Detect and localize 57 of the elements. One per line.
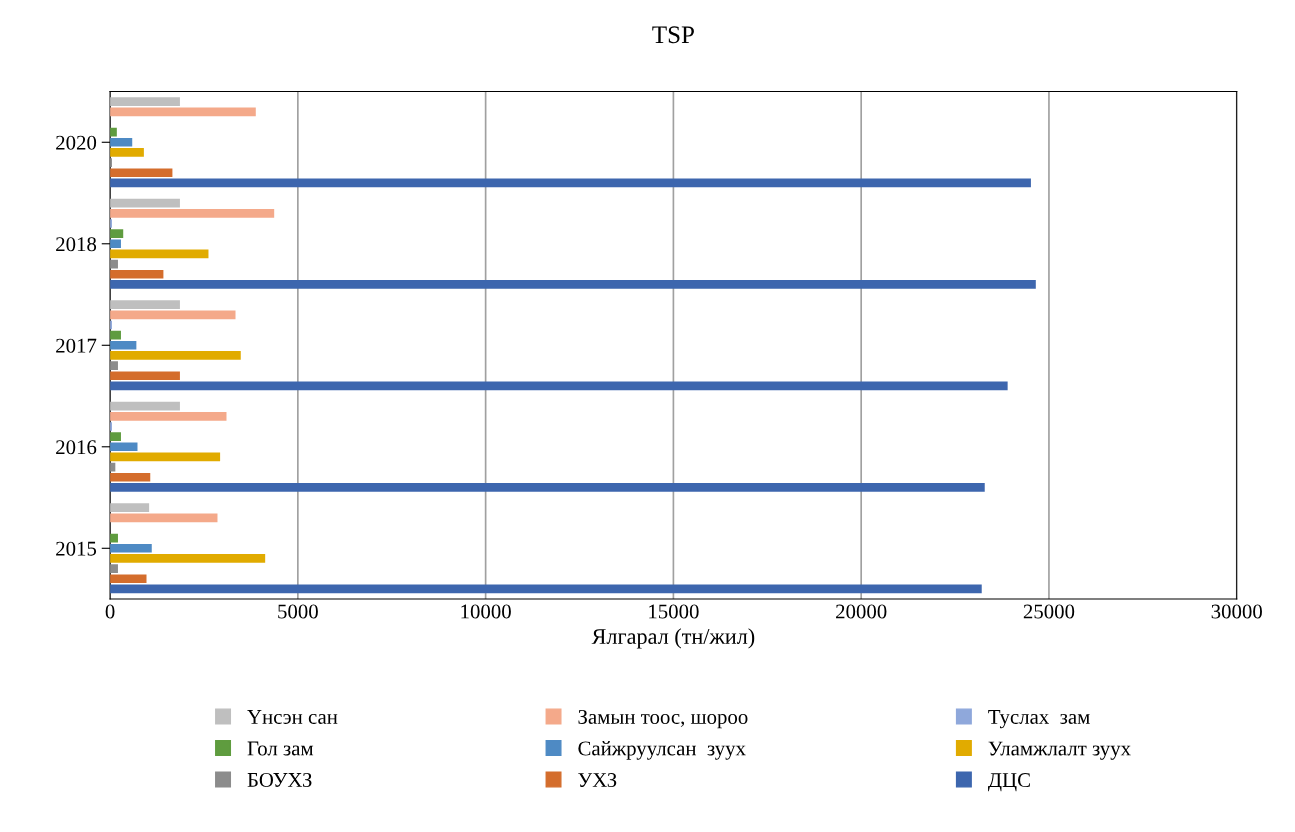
bar [110,148,144,157]
bar [110,361,118,370]
bar [110,381,1008,391]
x-tick-label: 20000 [836,604,887,619]
bar [110,168,173,178]
bar [110,340,137,350]
bar [110,452,221,462]
bar [110,300,180,309]
bar [110,280,1036,289]
bar [110,371,180,381]
bar [110,198,180,208]
bar [110,209,275,218]
legend-label: Туслах зам [988,710,1090,729]
bar [110,97,180,106]
x-axis-title: Ялгарал (тн/жил) [591,628,755,649]
bar [110,554,266,563]
legend-label: Замын тоос, шороо [578,709,748,729]
legend-label: БОУХЗ [247,772,312,787]
bar [110,310,236,320]
x-tick-label: 0 [105,604,115,619]
x-tick-label: 25000 [1023,604,1075,619]
bar [110,432,121,441]
legend-label: Гол зам [247,741,314,756]
bar [110,483,985,492]
legend-label: ДЦС [987,773,1030,792]
bar [110,137,133,147]
bar [110,269,164,279]
bar [110,574,147,584]
bar [110,442,138,452]
bar [110,503,150,512]
bar [110,107,256,117]
legend-label: Уламжлалт зуух [988,741,1131,760]
legend-label: Сайжруулсан зуух [578,740,746,760]
x-tick-label: 15000 [649,604,699,619]
bar [110,412,227,421]
y-tick-label: 2020 [56,135,97,150]
bar [110,401,180,411]
bar [110,584,982,594]
x-tick-label: 30000 [1211,604,1262,619]
bar [110,472,151,482]
bar [110,543,152,553]
y-tick-label: 2017 [56,338,97,353]
bar [110,351,241,360]
bar [110,239,121,249]
bar [110,513,218,523]
bar [110,178,1031,188]
x-tick-label: 5000 [278,604,318,619]
y-tick-label: 2018 [56,237,97,252]
y-tick-label: 2015 [56,541,97,556]
bar [110,229,124,238]
chart-title: TSP [652,26,694,44]
bar [110,564,118,573]
y-tick-label: 2016 [56,440,97,455]
legend-label: Үнсэн сан [247,710,338,724]
x-tick-label: 10000 [461,604,511,619]
legend-label: УХЗ [578,773,617,788]
bar [110,249,209,259]
